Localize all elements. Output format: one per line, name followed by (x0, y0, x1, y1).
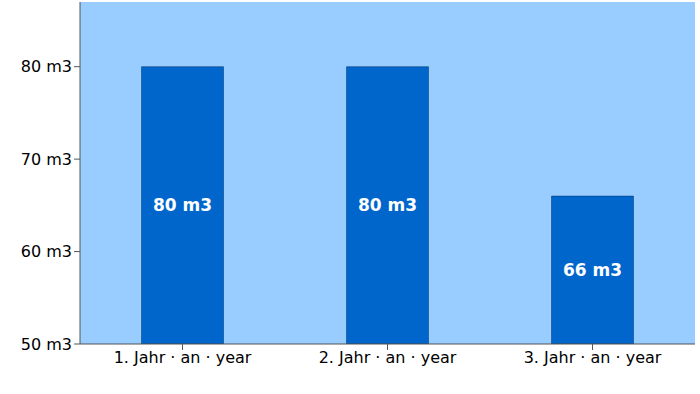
svg-text:2. Jahr · an · year: 2. Jahr · an · year (319, 348, 457, 367)
svg-text:66 m3: 66 m3 (563, 260, 622, 280)
svg-text:50 m3: 50 m3 (21, 335, 72, 354)
svg-text:80 m3: 80 m3 (358, 195, 417, 215)
svg-text:1. Jahr · an · year: 1. Jahr · an · year (114, 348, 252, 367)
svg-text:60 m3: 60 m3 (21, 242, 72, 261)
svg-text:80 m3: 80 m3 (21, 57, 72, 76)
svg-text:80 m3: 80 m3 (153, 195, 212, 215)
svg-text:70 m3: 70 m3 (21, 150, 72, 169)
svg-text:3. Jahr · an · year: 3. Jahr · an · year (524, 348, 662, 367)
